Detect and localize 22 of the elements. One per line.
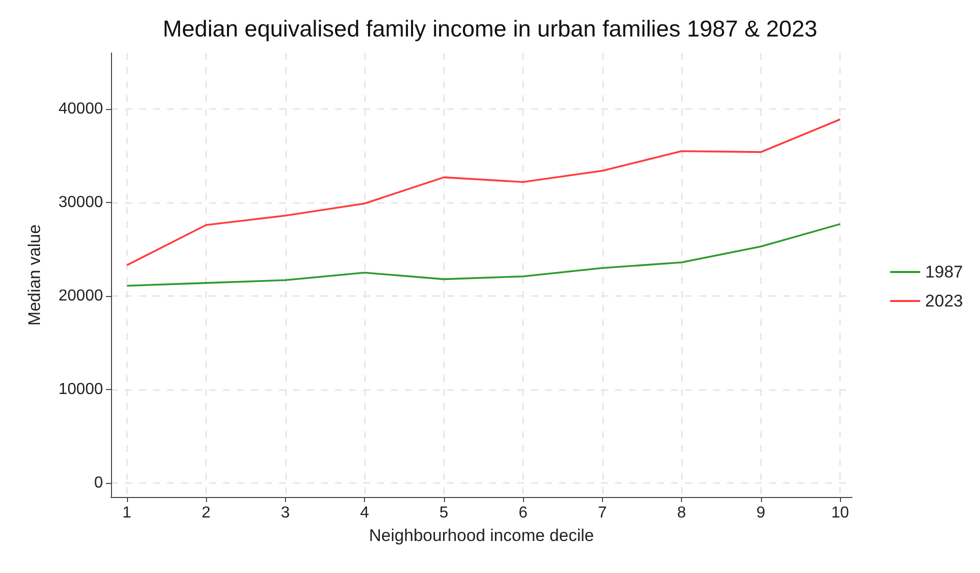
line-series [126,118,842,266]
x-tick-label: 1 [122,504,132,522]
x-tick-label: 8 [677,504,686,522]
x-tick-label: 9 [756,504,766,522]
x-tick-label: 3 [280,504,290,522]
y-axis-title: Median value [25,224,44,326]
line-series [126,223,842,287]
x-axis-title: Neighbourhood income decile [369,526,594,545]
x-tick-label: 6 [518,504,528,522]
y-tick-label: 40000 [58,100,104,118]
x-tick-label: 10 [831,504,850,522]
y-tick-label: 10000 [58,381,104,398]
x-tick-label: 2 [202,504,211,522]
x-tick-label: 7 [598,504,607,522]
x-tick-label: 4 [360,504,370,522]
y-tick-label: 30000 [58,194,104,212]
y-tick-label: 0 [94,474,104,492]
legend-label: 1987 [925,262,964,282]
chart-title: Median equivalised family income in urban families 1987 & 2023 [162,16,818,42]
x-tick-label: 5 [439,504,448,522]
legend-label: 2023 [925,292,964,310]
y-tick-label: 20000 [58,288,104,305]
